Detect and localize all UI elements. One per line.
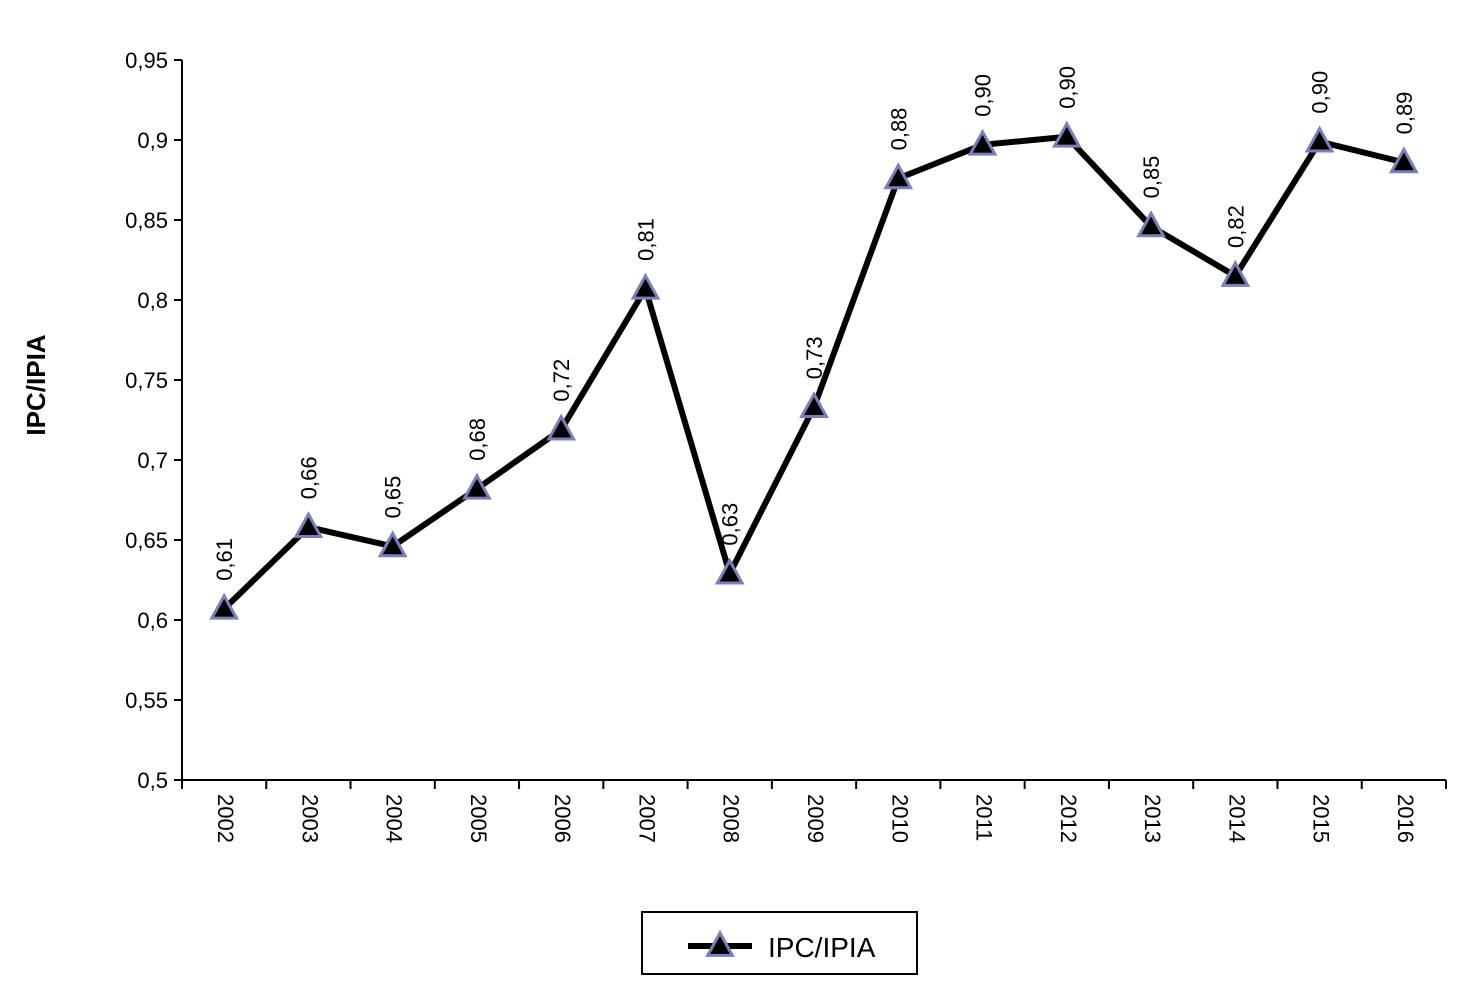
y-tick-label: 0,65 — [125, 528, 168, 553]
y-tick-label: 0,9 — [137, 128, 168, 153]
data-labels: 0,61 0,66 0,65 0,68 0,72 0,81 0,63 0,73 0,88 0,90… — [212, 66, 1417, 581]
data-label: 0,72 — [549, 359, 574, 402]
x-tick-label: 2016 — [1393, 794, 1418, 843]
x-tick-label: 2004 — [382, 794, 407, 843]
data-label: 0,63 — [718, 503, 743, 546]
x-tick-label: 2002 — [213, 794, 238, 843]
data-point-marker — [1051, 120, 1082, 148]
data-label: 0,90 — [971, 74, 996, 117]
data-point-marker — [462, 472, 492, 500]
data-label: 0,66 — [296, 456, 321, 499]
legend-box — [641, 911, 918, 975]
legend-label: IPC/IPIA — [768, 932, 876, 963]
y-tick-label: 0,7 — [137, 448, 168, 473]
data-label: 0,88 — [886, 108, 911, 151]
data-point-marker — [1220, 259, 1251, 287]
data-label: 0,61 — [212, 538, 237, 581]
data-label: 0,90 — [1055, 66, 1080, 109]
legend: IPC/IPIA — [641, 911, 918, 975]
x-tick-label: 2005 — [466, 794, 491, 843]
data-point-marker — [209, 592, 240, 620]
y-tick-label: 0,95 — [125, 48, 168, 73]
data-label: 0,89 — [1392, 92, 1417, 135]
x-tick-label: 2015 — [1309, 794, 1334, 843]
data-point-marker — [1136, 210, 1166, 238]
x-tick-label: 2009 — [803, 794, 828, 843]
data-label: 0,81 — [633, 218, 658, 261]
y-tick-label: 0,5 — [137, 768, 168, 793]
data-point-marker — [1388, 146, 1419, 174]
data-point-marker — [546, 413, 577, 441]
x-tick-label: 2011 — [972, 794, 997, 841]
series-markers — [209, 120, 1419, 620]
x-tick-label: 2010 — [887, 794, 912, 843]
data-label: 0,85 — [1139, 156, 1164, 199]
y-axis: 0,5 0,55 0,6 0,65 0,7 0,75 0,8 0,85 0,9 0,95 — [125, 48, 183, 793]
data-point-marker — [630, 272, 661, 300]
data-label: 0,73 — [802, 336, 827, 379]
legend-triangle-marker — [705, 929, 735, 957]
x-axis: 2002 2003 2004 2005 2006 2007 2008 2009 2010 2011… — [181, 779, 1447, 843]
y-tick-label: 0,6 — [137, 608, 168, 633]
x-tick-label: 2012 — [1056, 794, 1081, 843]
x-tick-label: 2003 — [297, 794, 322, 843]
data-label: 0,82 — [1223, 205, 1248, 248]
y-tick-label: 0,55 — [125, 688, 168, 713]
data-point-marker — [883, 162, 914, 190]
data-point-marker — [799, 391, 829, 419]
x-tick-label: 2008 — [719, 794, 744, 843]
data-label: 0,90 — [1308, 71, 1333, 114]
y-tick-label: 0,8 — [137, 288, 168, 313]
data-label: 0,68 — [465, 418, 490, 461]
x-tick-label: 2007 — [634, 794, 659, 843]
y-axis-title: IPC/IPIA — [21, 334, 51, 435]
data-label: 0,65 — [381, 476, 406, 519]
data-point-marker — [377, 530, 408, 558]
x-tick-label: 2014 — [1224, 794, 1249, 843]
data-point-marker — [967, 128, 998, 156]
y-tick-label: 0,85 — [125, 208, 168, 233]
data-point-marker — [714, 557, 745, 585]
y-tick-label: 0,75 — [125, 368, 168, 393]
data-point-marker — [1304, 125, 1335, 153]
x-tick-label: 2013 — [1140, 794, 1165, 843]
data-point-marker — [293, 511, 324, 539]
x-tick-label: 2006 — [550, 794, 575, 843]
